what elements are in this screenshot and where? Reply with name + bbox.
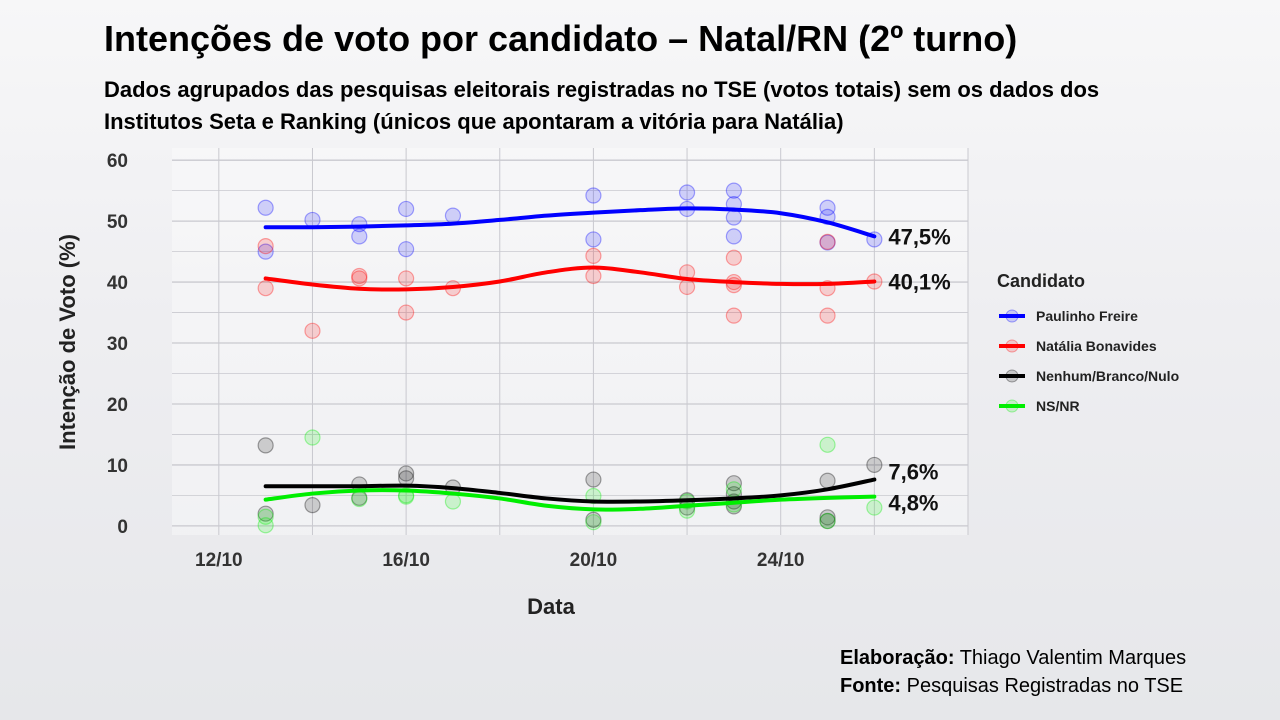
data-point-nenhum-branco-nulo [585,511,602,528]
x-tick-label: 24/10 [757,550,805,571]
fonte-value: Pesquisas Registradas no TSE [906,675,1184,697]
data-point-ns-nr [444,493,462,510]
data-point-natalia-bonavides [351,267,368,285]
x-tick-label: 16/10 [382,550,430,571]
data-point-natalia-bonavides [725,307,742,324]
y-tick-label: 30 [107,334,128,355]
data-point-paulinho-freire [398,200,415,218]
legend: Candidato Paulinho Freire Natália Bonavid… [997,271,1179,414]
data-point-nenhum-branco-nulo [304,497,321,514]
data-point-ns-nr [257,517,274,534]
legend-item-natalia-bonavides: Natália Bonavides [999,338,1157,354]
data-point-paulinho-freire [257,199,274,216]
data-point-paulinho-freire [725,228,742,245]
elaboracao-label: Elaboração: [840,647,955,669]
legend-item-nenhum-branco-nulo: Nenhum/Branco/Nulo [999,368,1179,384]
legend-label: Nenhum/Branco/Nulo [1036,368,1179,384]
data-point-nenhum-branco-nulo [257,437,274,454]
end-label-nenhum-branco-nulo: 7,6% [888,460,938,485]
data-point-natalia-bonavides [819,307,836,324]
data-point-nenhum-branco-nulo [819,512,836,530]
data-point-ns-nr [819,436,836,453]
data-point-natalia-bonavides [257,238,274,255]
data-point-paulinho-freire [725,182,742,199]
y-tick-label: 40 [107,273,128,294]
data-point-paulinho-freire [725,209,742,226]
end-label-natalia-bonavides: 40,1% [888,269,950,294]
data-point-natalia-bonavides [398,270,415,287]
chart-title: Intenções de voto por candidato – Natal/… [104,18,1018,59]
data-point-ns-nr [257,508,274,525]
data-point-ns-nr [819,512,836,530]
y-tick-label: 10 [107,456,128,477]
elaboracao-value: Thiago Valentim Marques [959,647,1187,669]
y-tick-label: 20 [107,395,128,416]
data-point-paulinho-freire [585,187,602,204]
credits-fonte: Fonte: Pesquisas Registradas no TSE [840,672,1186,700]
x-axis-ticks: 12/10 16/10 20/10 24/10 [195,550,804,571]
y-tick-label: 50 [107,212,128,233]
data-point-nenhum-branco-nulo [725,475,742,492]
data-point-nenhum-branco-nulo [819,472,836,489]
data-point-nenhum-branco-nulo [819,509,836,526]
data-point-paulinho-freire [585,231,602,248]
data-point-ns-nr [725,481,742,498]
legend-label: NS/NR [1036,398,1080,414]
trend-line-ns-nr [263,488,877,512]
trend-lines [263,206,877,512]
data-point-ns-nr [304,429,321,446]
x-tick-label: 20/10 [570,550,618,571]
legend-item-ns-nr: NS/NR [999,398,1080,414]
x-tick-label: 12/10 [195,550,243,571]
data-point-natalia-bonavides [398,304,415,321]
data-point-natalia-bonavides [585,267,602,285]
data-point-natalia-bonavides [678,278,696,296]
data-point-paulinho-freire [351,228,368,245]
data-point-natalia-bonavides [304,322,321,339]
data-points [257,182,883,534]
trend-line-natalia-bonavides [263,265,877,292]
x-axis-label: Data [527,594,575,619]
data-point-paulinho-freire [819,234,836,251]
data-point-natalia-bonavides [351,270,368,287]
y-axis-ticks: 0 10 20 30 40 50 60 [107,151,128,538]
trend-line-paulinho-freire [263,206,877,239]
data-point-paulinho-freire [819,199,836,216]
data-point-natalia-bonavides [257,280,274,297]
data-point-nenhum-branco-nulo [398,465,415,482]
data-point-nenhum-branco-nulo [398,470,415,487]
chart-subtitle: Dados agrupados das pesquisas eleitorais… [104,77,1100,134]
data-point-paulinho-freire [444,207,462,224]
data-point-natalia-bonavides [819,233,836,250]
trend-line-nenhum-branco-nulo [263,477,877,504]
data-point-paulinho-freire [678,184,696,201]
legend-title: Candidato [997,271,1085,291]
plot-panel [172,148,968,535]
y-tick-label: 0 [117,517,128,538]
data-point-nenhum-branco-nulo [257,505,274,522]
fonte-label: Fonte: [840,675,902,697]
end-label-paulinho-freire: 47,5% [888,224,950,249]
legend-label: Paulinho Freire [1036,308,1138,324]
end-label-ns-nr: 4,8% [888,491,938,516]
legend-item-paulinho-freire: Paulinho Freire [999,308,1138,324]
data-point-paulinho-freire [398,241,415,258]
data-point-natalia-bonavides [585,247,602,264]
y-axis-label: Intenção de Voto (%) [55,234,80,450]
data-point-ns-nr [585,514,602,531]
y-tick-label: 60 [107,151,128,172]
data-point-nenhum-branco-nulo [866,456,883,474]
data-point-natalia-bonavides [725,249,742,266]
data-point-nenhum-branco-nulo [585,471,602,488]
data-point-ns-nr [866,499,883,516]
legend-label: Natália Bonavides [1036,338,1157,354]
data-point-paulinho-freire [257,243,274,260]
end-labels: 47,5% 40,1% 7,6% 4,8% [888,224,950,515]
credits-elaboracao: Elaboração: Thiago Valentim Marques [840,644,1186,672]
credits: Elaboração: Thiago Valentim Marques Font… [840,644,1186,700]
data-point-ns-nr [351,490,368,508]
